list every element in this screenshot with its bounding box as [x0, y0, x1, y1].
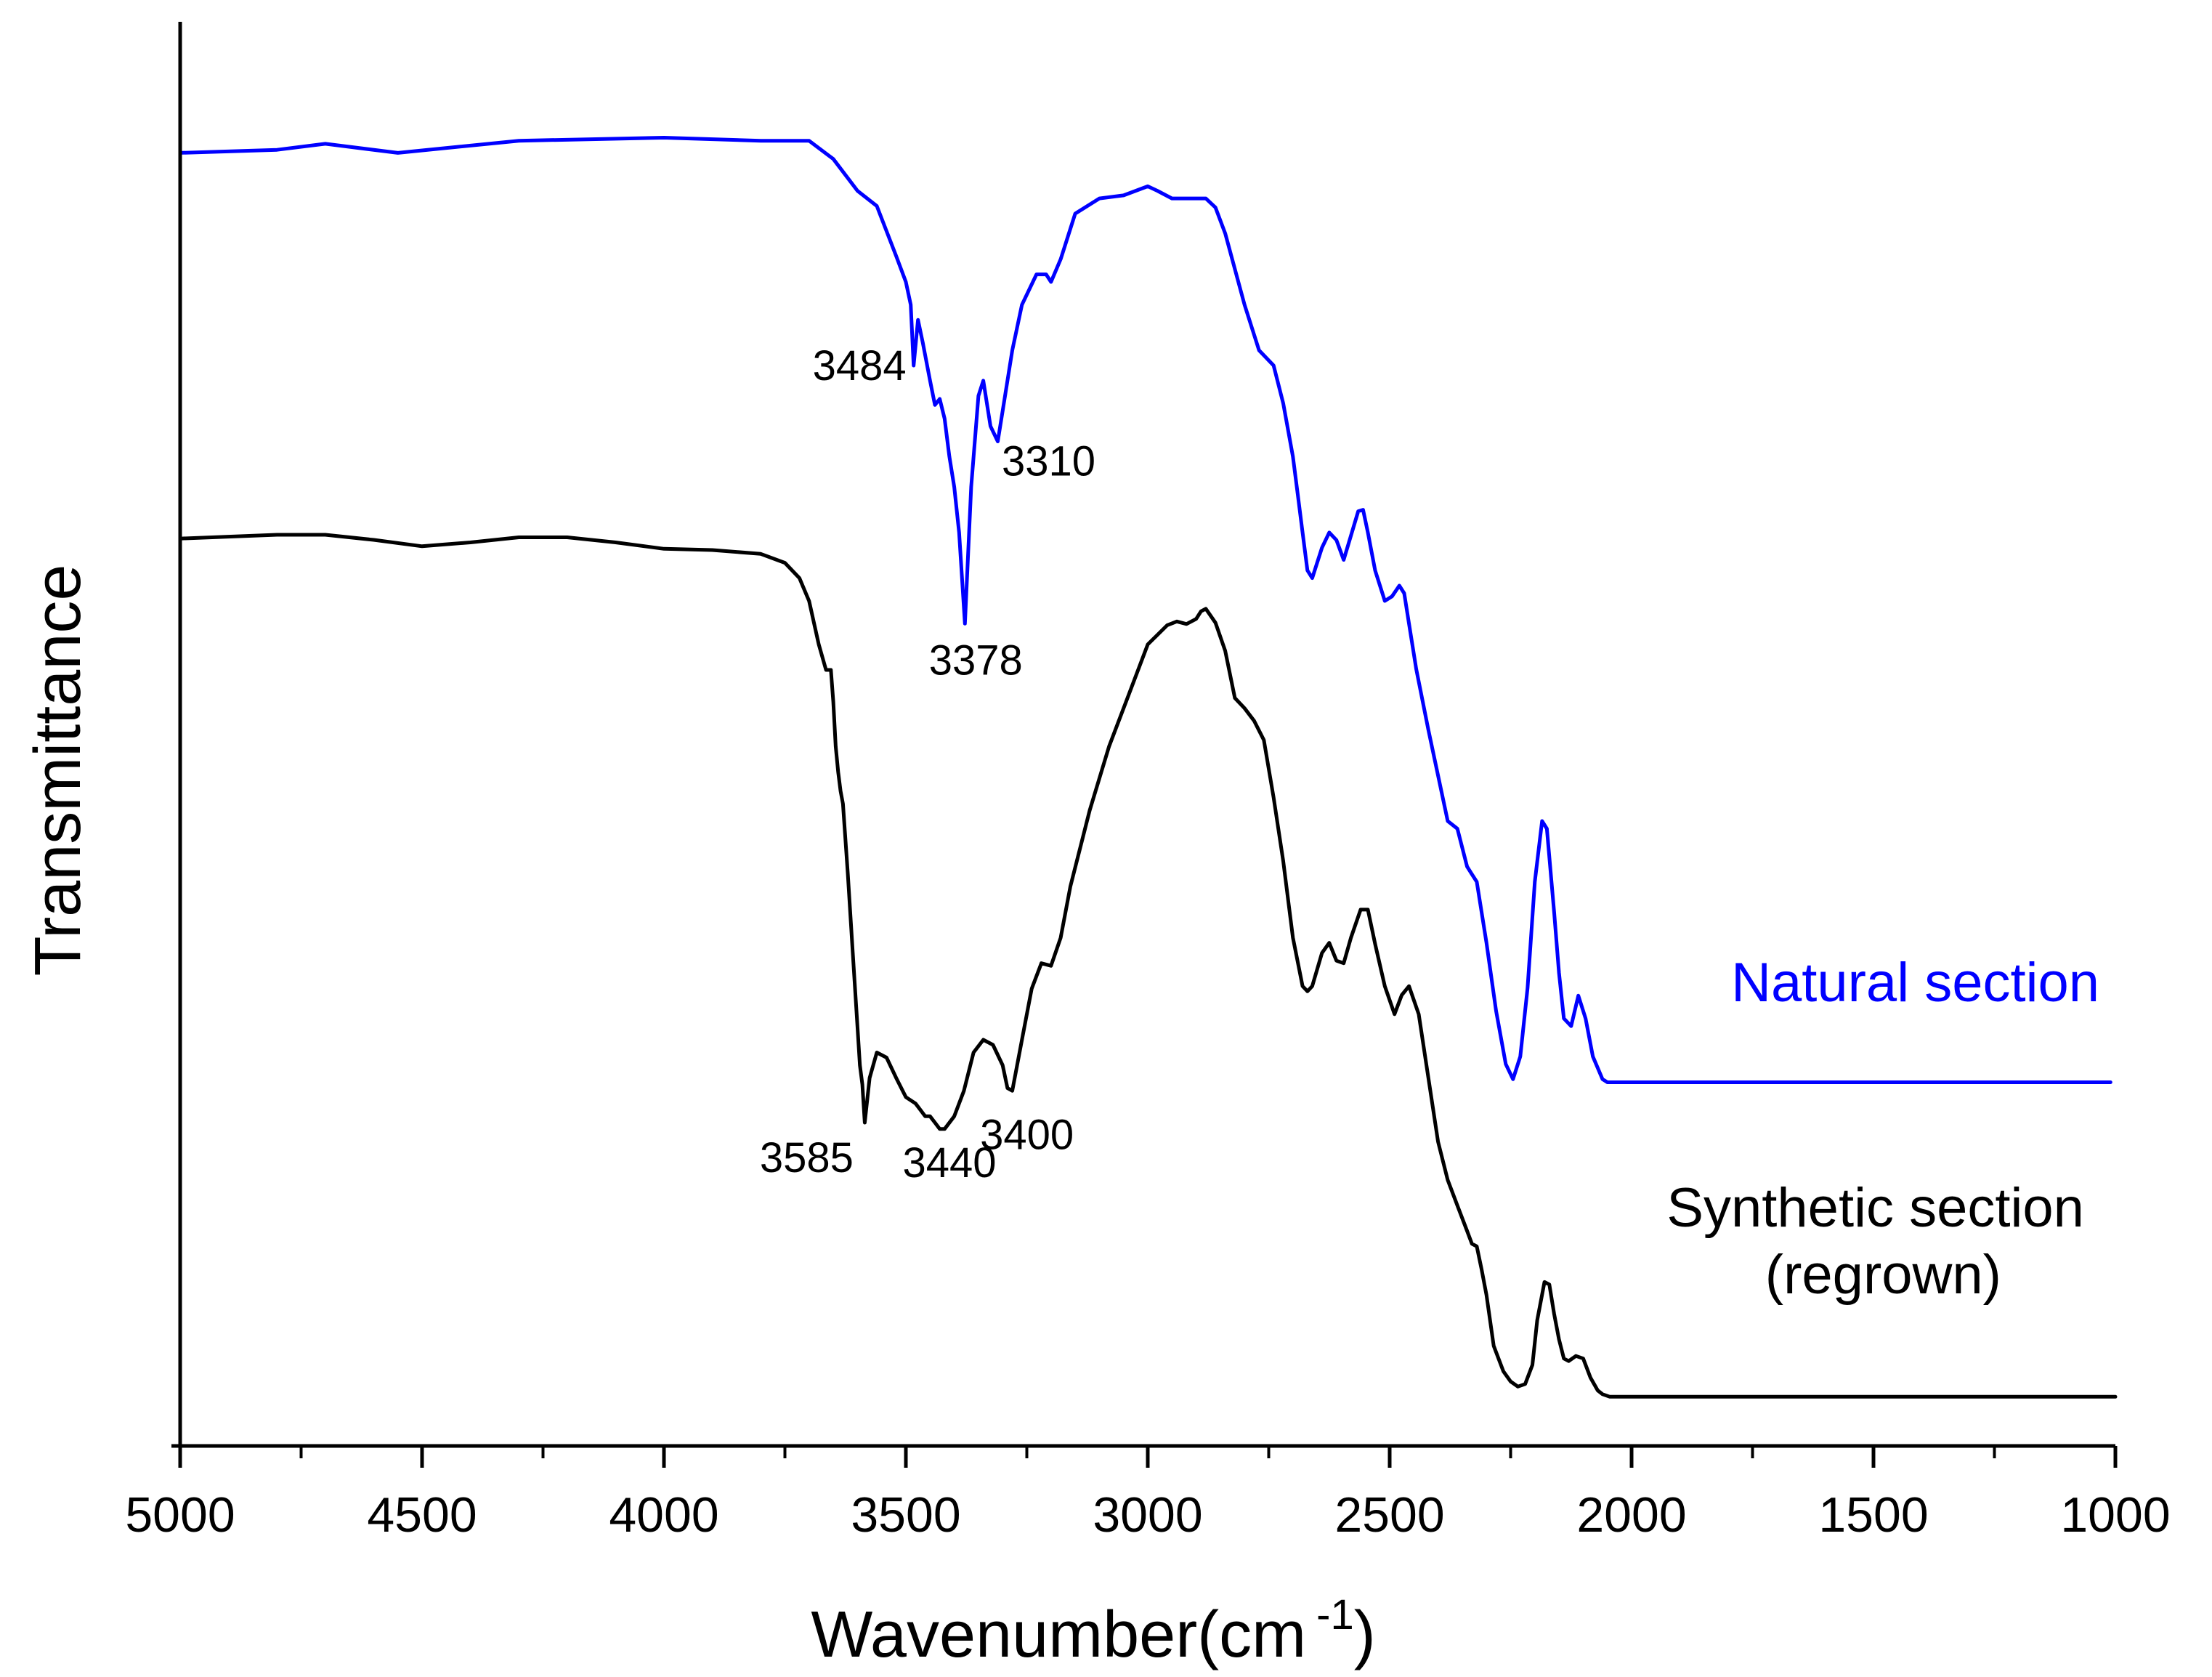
series-line-synthetic: [178, 533, 2118, 1399]
y-axis-label: Transmittance: [22, 565, 94, 977]
x-tick-label-2500: 2500: [1334, 1487, 1444, 1543]
series-line-natural: [178, 136, 2112, 1084]
peak-label-3378: 3378: [929, 637, 1023, 684]
x-axis-label-close: ): [1354, 1599, 1376, 1671]
legend-synthetic-section: Synthetic section (regrown): [1666, 1177, 2099, 1306]
x-tick-label-1000: 1000: [2060, 1487, 2170, 1543]
x-tick-label-5000: 5000: [125, 1487, 235, 1543]
x-axis-label-main: Wavenumber(cm: [811, 1599, 1306, 1671]
legend-synthetic-line-1: Synthetic section: [1666, 1177, 2084, 1239]
x-tick-label-2000: 2000: [1576, 1487, 1686, 1543]
x-tick-label-3000: 3000: [1093, 1487, 1202, 1543]
x-tick-layer: 5000 4500 4000 3500 3000 2500 2000 1500 1000: [125, 1446, 2171, 1543]
peak-label-3585: 3585: [760, 1134, 854, 1181]
legend-natural-section: Natural section: [1731, 952, 2099, 1014]
x-tick-label-4500: 4500: [367, 1487, 477, 1543]
peak-label-3484: 3484: [813, 342, 907, 389]
x-tick-label-1500: 1500: [1818, 1487, 1928, 1543]
legend-synthetic-line-2: (regrown): [1765, 1244, 2001, 1306]
peak-label-3310: 3310: [1002, 438, 1095, 485]
peak-label-3440: 3440: [902, 1139, 996, 1187]
x-axis-label: Wavenumber(cm -1): [811, 1591, 1375, 1671]
x-axis-label-superscript: -1: [1316, 1591, 1354, 1638]
x-tick-label-4000: 4000: [609, 1487, 718, 1543]
x-tick-label-3500: 3500: [851, 1487, 960, 1543]
peak-label-3400: 3400: [980, 1111, 1074, 1158]
series-layer: [178, 136, 2118, 1399]
